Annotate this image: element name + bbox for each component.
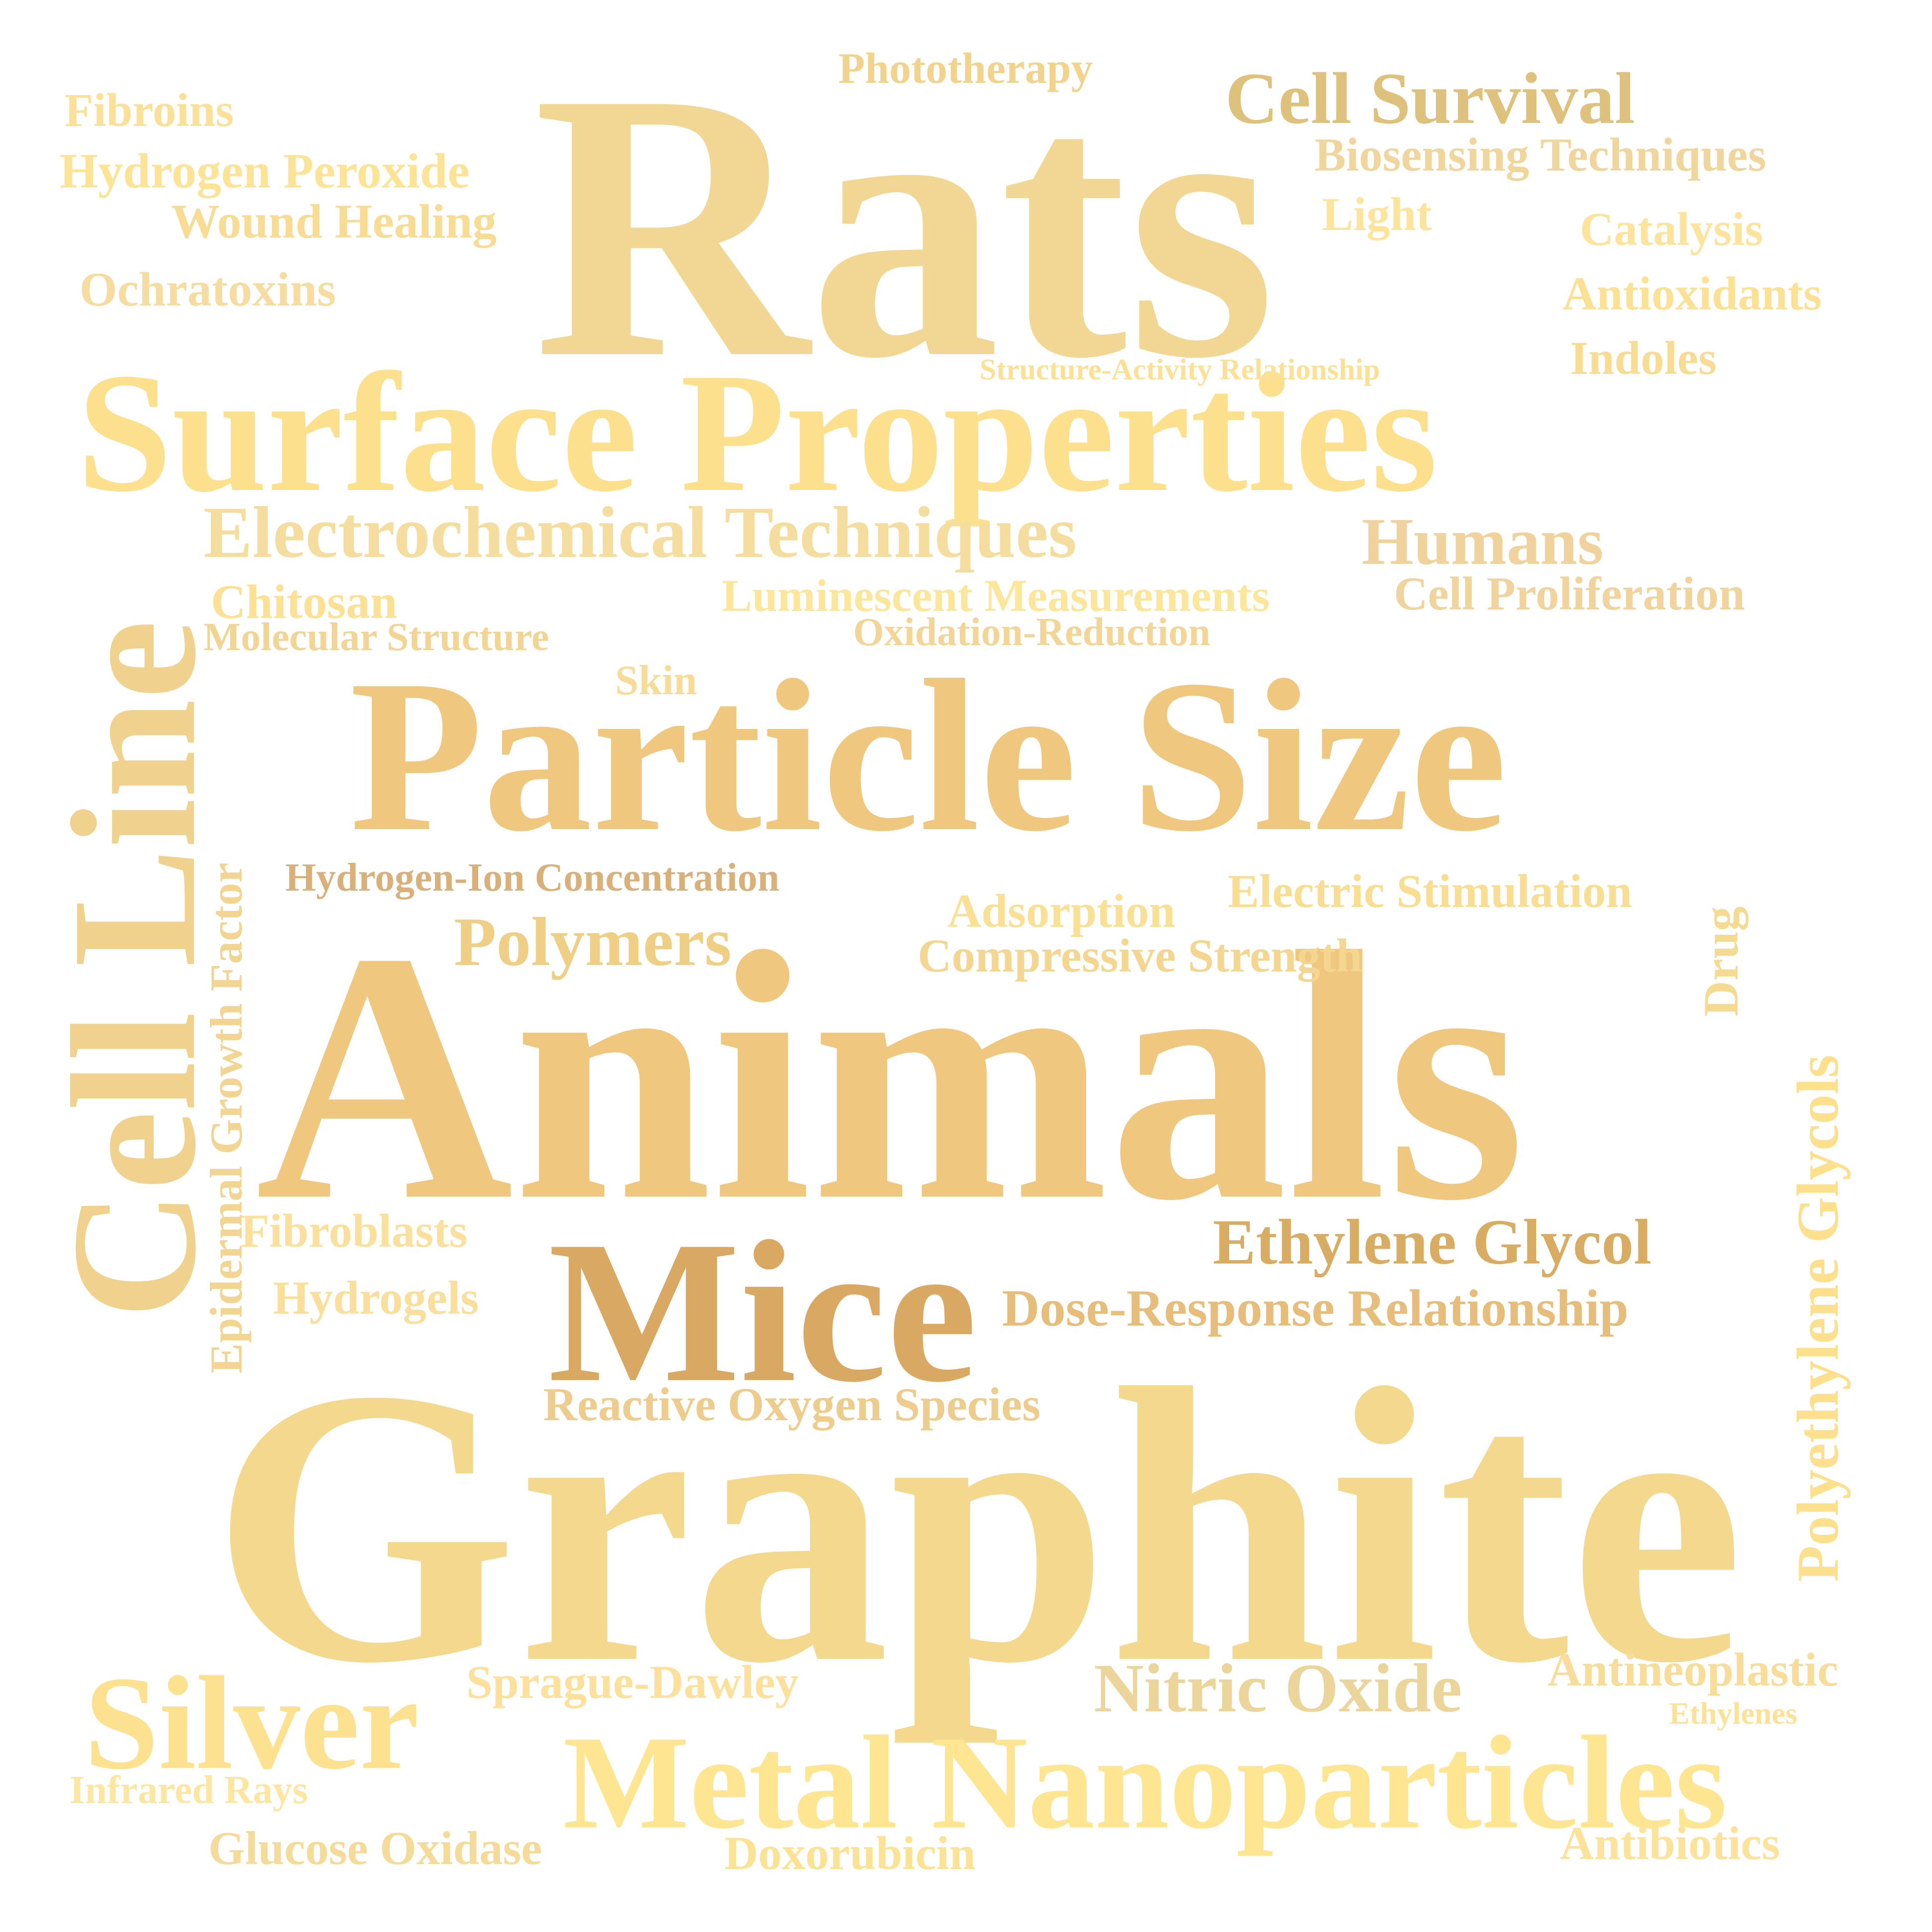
word-sprague-dawley: Sprague-Dawley [466, 1656, 799, 1708]
word-indoles: Indoles [1570, 332, 1717, 384]
word-antineoplastic: Antineoplastic [1548, 1643, 1838, 1696]
word-reactive-oxygen-species: Reactive Oxygen Species [543, 1378, 1041, 1431]
word-ethylene-glycol: Ethylene Glycol [1213, 1207, 1652, 1278]
word-polyethylene-glycols: Polyethylene Glycols [1785, 1054, 1851, 1582]
word-adsorption: Adsorption [947, 885, 1176, 937]
word-infrared-rays: Infrared Rays [69, 1768, 308, 1812]
word-electrochemical-techniques: Electrochemical Techniques [203, 492, 1077, 573]
word-humans: Humans [1362, 505, 1604, 579]
word-surface-properties: Surface Properties [77, 338, 1438, 527]
word-doxorubicin: Doxorubicin [724, 1827, 976, 1879]
word-silver: Silver [84, 1649, 419, 1797]
word-hydrogen-ion-concentration: Hydrogen-Ion Concentration [285, 856, 780, 900]
word-catalysis: Catalysis [1580, 203, 1763, 255]
word-antibiotics: Antibiotics [1560, 1817, 1780, 1870]
word-metal-nanoparticles: Metal Nanoparticles [563, 1708, 1727, 1857]
word-fibroins: Fibroins [64, 84, 234, 136]
word-chitosan: Chitosan [211, 575, 397, 629]
word-glucose-oxidase: Glucose Oxidase [208, 1822, 542, 1874]
word-particle-size: Particle Size [350, 635, 1507, 877]
word-graphite: Graphite [211, 1308, 1745, 1744]
word-skin: Skin [615, 657, 697, 704]
word-epidermal-growth-factor: Epidermal Growth Factor [201, 862, 251, 1374]
word-fibroblasts: Fibroblasts [241, 1205, 468, 1257]
word-drug: Drug [1693, 906, 1748, 1017]
word-oxidation-reduction: Oxidation-Reduction [853, 610, 1211, 654]
word-biosensing-techniques: Biosensing Techniques [1314, 128, 1766, 181]
word-cell-proliferation: Cell Proliferation [1394, 567, 1745, 620]
word-light: Light [1322, 188, 1432, 241]
word-animals: Animals [255, 878, 1526, 1274]
word-antioxidants: Antioxidants [1562, 267, 1822, 320]
word-hydrogen-peroxide: Hydrogen Peroxide [60, 143, 470, 198]
word-electric-stimulation: Electric Stimulation [1228, 865, 1632, 917]
word-polymers: Polymers [454, 904, 732, 980]
word-nitric-oxide: Nitric Oxide [1094, 1650, 1462, 1727]
word-dose-response-relationship: Dose-Response Relationship [1002, 1279, 1629, 1337]
word-wound-healing: Wound Healing [171, 195, 497, 248]
word-cell-line: Cell Line [35, 620, 233, 1319]
word-ochratoxins: Ochratoxins [79, 263, 336, 316]
word-ethylenes: Ethylenes [1669, 1697, 1798, 1731]
word-structure-activity-relationship: Structure-Activity Relationship [980, 353, 1380, 386]
word-molecular-structure: Molecular Structure [203, 615, 549, 659]
word-phototherapy: Phototherapy [838, 45, 1093, 93]
word-hydrogels: Hydrogels [273, 1271, 479, 1324]
word-luminescent-measurements: Luminescent Measurements [722, 570, 1270, 621]
word-rats: Rats [533, 14, 1276, 437]
word-mice: Mice [548, 1199, 977, 1424]
word-cell-survival: Cell Survival [1225, 58, 1635, 139]
word-compressive-strength: Compressive Strength [918, 929, 1363, 982]
